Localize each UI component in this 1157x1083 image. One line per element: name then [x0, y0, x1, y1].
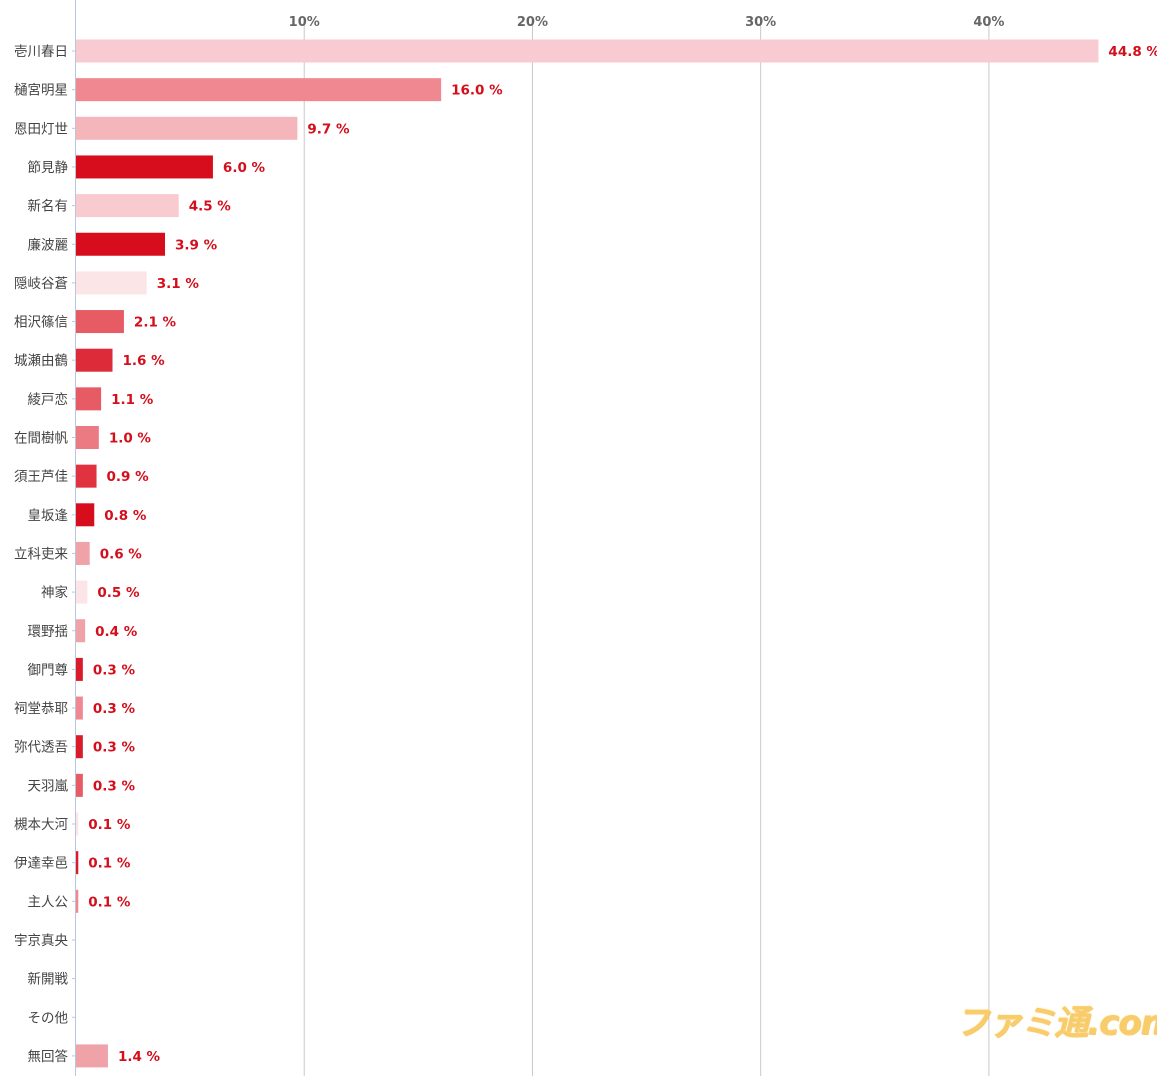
- value-label-item-27: 1.4 %: [118, 1049, 161, 1065]
- value-label-item-2: 16.0 %: [451, 83, 503, 99]
- bar-item-12: [76, 464, 97, 488]
- category-label-item-8: 相沢篠信: [14, 315, 68, 331]
- category-label-item-3: 恩田灯世: [14, 121, 68, 137]
- value-label-item-9: 1.6 %: [123, 353, 166, 369]
- x-tick-label-40: 40%: [973, 15, 1004, 30]
- category-label-item-19: 弥代透吾: [14, 739, 68, 756]
- bar-item-11: [76, 426, 99, 449]
- value-label-item-14: 0.6 %: [100, 546, 143, 562]
- bar-item-14: [76, 541, 90, 565]
- category-label-item-2: 樋宮明星: [14, 83, 68, 99]
- value-label-item-3: 9.7 %: [307, 121, 350, 137]
- bar-item-21: [76, 812, 79, 836]
- category-label-item-5: 新名有: [28, 199, 69, 215]
- category-label-item-14: 立科吏来: [14, 546, 68, 562]
- value-label-item-16: 0.4 %: [95, 624, 138, 640]
- category-label-item-27: 無回答: [28, 1048, 69, 1065]
- bar-item-16: [76, 619, 86, 643]
- bar-item-8: [76, 310, 124, 334]
- category-label-item-24: 宇京真央: [14, 933, 68, 949]
- value-label-item-5: 4.5 %: [189, 199, 232, 215]
- x-tick-label-10: 10%: [289, 15, 320, 30]
- category-label-item-25: 新開戦: [28, 972, 69, 988]
- category-label-item-13: 皇坂逢: [28, 508, 69, 524]
- value-label-item-10: 1.1 %: [111, 392, 154, 408]
- value-label-item-23: 0.1 %: [88, 894, 131, 910]
- bar-item-20: [76, 773, 83, 797]
- category-label-item-18: 祠堂恭耶: [14, 701, 68, 717]
- bar-item-23: [76, 889, 79, 913]
- category-label-item-17: 御門尊: [28, 662, 69, 678]
- bar-item-22: [76, 851, 79, 875]
- value-label-item-1: 44.8 %: [1108, 44, 1157, 60]
- category-label-item-12: 須王芦佳: [14, 469, 68, 485]
- x-tick-label-20: 20%: [517, 15, 548, 30]
- value-label-item-17: 0.3 %: [93, 662, 136, 678]
- value-label-item-15: 0.5 %: [97, 585, 140, 601]
- bar-item-13: [76, 503, 95, 527]
- value-label-item-19: 0.3 %: [93, 740, 136, 756]
- category-label-item-20: 天羽嵐: [28, 778, 69, 794]
- famitsu-watermark: ファミ通.com: [955, 1003, 1157, 1043]
- category-label-item-21: 槻本大河: [14, 816, 68, 833]
- value-label-item-20: 0.3 %: [93, 778, 136, 794]
- category-label-item-26: その他: [28, 1010, 69, 1026]
- bar-item-2: [76, 78, 442, 102]
- bar-item-9: [76, 348, 113, 372]
- bar-item-7: [76, 271, 147, 295]
- value-label-item-6: 3.9 %: [175, 237, 218, 253]
- value-label-item-11: 1.0 %: [109, 431, 152, 447]
- bar-item-5: [76, 194, 179, 218]
- category-label-item-9: 城瀬由鶴: [14, 352, 68, 369]
- bar-item-18: [76, 696, 83, 720]
- value-label-item-22: 0.1 %: [88, 856, 131, 872]
- category-label-item-16: 環野揺: [28, 624, 69, 640]
- category-label-item-22: 伊達幸邑: [14, 856, 68, 872]
- value-label-item-8: 2.1 %: [134, 315, 177, 331]
- value-label-item-4: 6.0 %: [223, 160, 266, 176]
- category-label-item-1: 壱川春日: [14, 43, 68, 60]
- value-label-item-7: 3.1 %: [157, 276, 200, 292]
- bar-item-6: [76, 232, 166, 256]
- category-label-item-15: 神家: [41, 584, 68, 601]
- bar-item-4: [76, 155, 213, 179]
- category-label-item-23: 主人公: [28, 894, 69, 910]
- bar-item-1: [76, 39, 1099, 63]
- category-label-item-6: 廉波麗: [28, 236, 69, 253]
- bar-item-10: [76, 387, 102, 411]
- bar-item-19: [76, 735, 83, 759]
- value-label-item-13: 0.8 %: [104, 508, 147, 524]
- category-label-item-10: 綾戸恋: [28, 391, 69, 408]
- value-label-item-21: 0.1 %: [88, 817, 131, 833]
- category-label-item-4: 節見静: [28, 160, 69, 176]
- bar-item-15: [76, 580, 88, 604]
- category-label-item-11: 在間樹帆: [14, 431, 68, 447]
- value-label-item-12: 0.9 %: [107, 469, 150, 485]
- bar-item-3: [76, 116, 298, 140]
- x-tick-label-30: 30%: [745, 15, 776, 30]
- bar-item-27: [76, 1044, 108, 1068]
- category-label-item-7: 隠岐谷蒼: [14, 276, 68, 292]
- bar-item-17: [76, 657, 83, 681]
- value-label-item-18: 0.3 %: [93, 701, 136, 717]
